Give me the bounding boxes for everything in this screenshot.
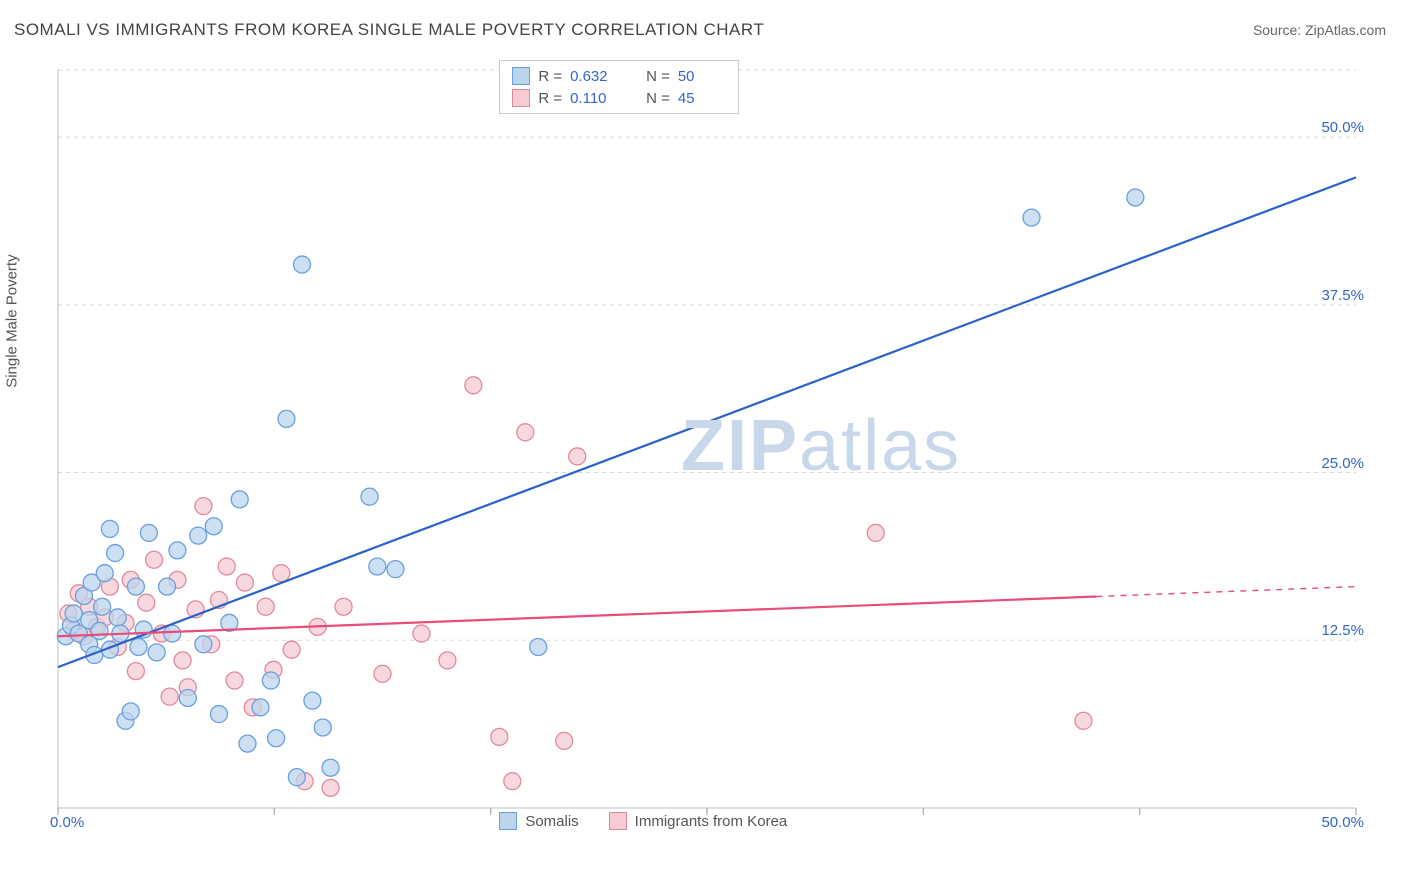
legend-swatch (512, 89, 530, 107)
series-legend-item: Immigrants from Korea (609, 812, 788, 830)
legend-swatch (609, 812, 627, 830)
source-prefix: Source: (1253, 22, 1305, 38)
source-attribution: Source: ZipAtlas.com (1253, 22, 1386, 38)
series-legend-label: Immigrants from Korea (635, 813, 788, 830)
legend-row: R = 0.632 N = 50 (500, 65, 738, 87)
legend-row: R = 0.110 N = 45 (500, 87, 738, 109)
correlation-legend: R = 0.632 N = 50 R = 0.110 N = 45 (499, 60, 739, 114)
chart-svg (50, 60, 1370, 830)
y-tick-label: 25.0% (1321, 455, 1364, 472)
legend-swatch (499, 812, 517, 830)
series-legend-item: Somalis (499, 812, 578, 830)
source-link[interactable]: ZipAtlas.com (1305, 22, 1386, 38)
legend-n-label: N = (646, 68, 670, 85)
series-legend-label: Somalis (525, 813, 578, 830)
series-legend: Somalis Immigrants from Korea (499, 812, 787, 830)
y-axis-label: Single Male Poverty (4, 254, 21, 387)
legend-r-value: 0.632 (570, 68, 618, 85)
chart-title: SOMALI VS IMMIGRANTS FROM KOREA SINGLE M… (14, 20, 764, 40)
legend-r-label: R = (538, 90, 562, 107)
x-tick-label: 50.0% (1321, 814, 1364, 831)
chart-container: SOMALI VS IMMIGRANTS FROM KOREA SINGLE M… (0, 0, 1406, 892)
y-tick-label: 50.0% (1321, 119, 1364, 136)
legend-r-label: R = (538, 68, 562, 85)
legend-n-value: 45 (678, 90, 726, 107)
legend-n-label: N = (646, 90, 670, 107)
legend-n-value: 50 (678, 68, 726, 85)
y-tick-label: 37.5% (1321, 287, 1364, 304)
legend-swatch (512, 67, 530, 85)
legend-r-value: 0.110 (570, 90, 618, 107)
y-tick-label: 12.5% (1321, 622, 1364, 639)
x-tick-label: 0.0% (50, 814, 84, 831)
plot-area: ZIPatlas R =0.632N =50R =0.110N =45 12.5… (50, 60, 1370, 830)
